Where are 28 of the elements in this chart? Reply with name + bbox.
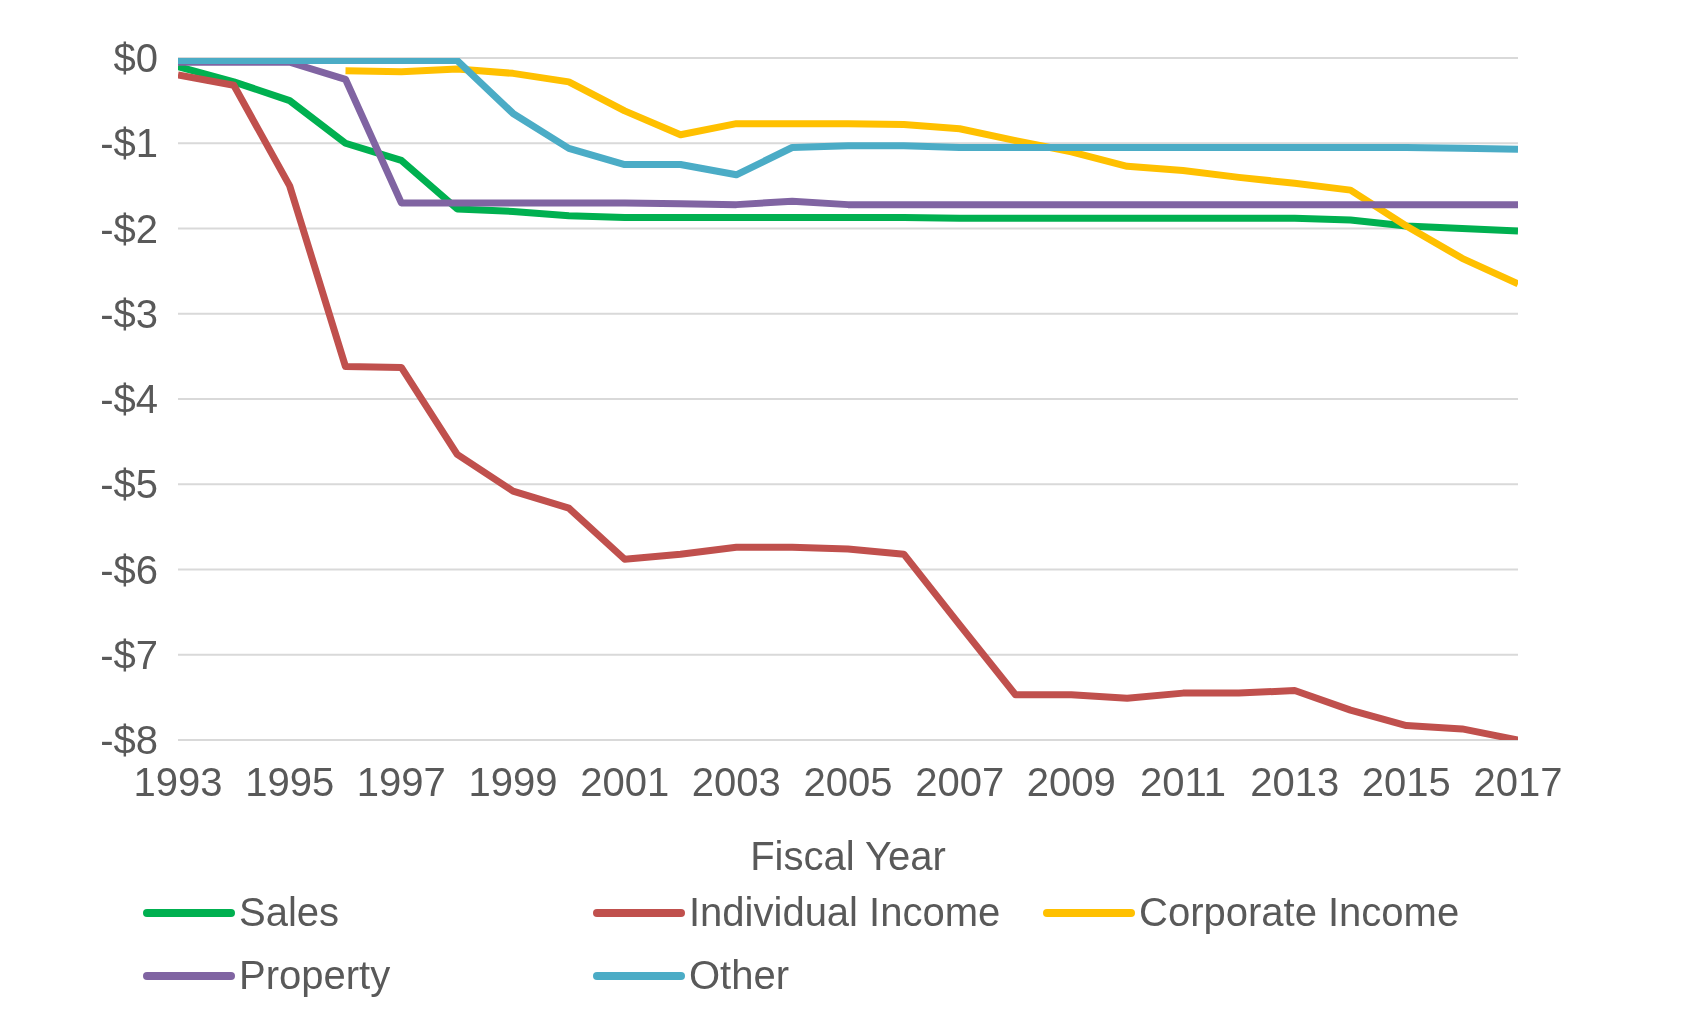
x-tick-label: 1999 [468, 760, 558, 805]
legend-label: Property [239, 953, 391, 998]
x-tick-label: 1997 [356, 760, 446, 805]
x-tick-label: 2017 [1473, 760, 1563, 805]
y-tick-label: -$3 [100, 291, 158, 336]
x-tick-label: 2013 [1250, 760, 1340, 805]
y-tick-label: -$1 [100, 121, 158, 166]
x-tick-label: 1995 [245, 760, 335, 805]
legend-label: Individual Income [689, 890, 1001, 935]
y-tick-label: -$5 [100, 462, 158, 507]
legend-label: Corporate Income [1139, 890, 1460, 935]
y-tick-label: $0 [113, 36, 158, 81]
x-tick-label: 2001 [580, 760, 670, 805]
y-tick-label: -$2 [100, 206, 158, 251]
x-tick-label: 2005 [803, 760, 893, 805]
y-tick-label: -$4 [100, 377, 158, 422]
y-tick-label: -$7 [100, 632, 158, 677]
x-axis-title: Fiscal Year [750, 834, 946, 878]
legend-label: Other [689, 953, 790, 998]
x-tick-label: 2015 [1361, 760, 1451, 805]
x-tick-label: 2007 [915, 760, 1005, 805]
y-tick-label: -$8 [100, 718, 158, 763]
x-tick-label: 2011 [1139, 760, 1227, 805]
x-tick-label: 2009 [1026, 760, 1116, 805]
legend-label: Sales [239, 890, 340, 935]
y-tick-label: -$6 [100, 547, 158, 592]
x-tick-label: 1993 [133, 760, 223, 805]
x-tick-label: 2003 [691, 760, 781, 805]
